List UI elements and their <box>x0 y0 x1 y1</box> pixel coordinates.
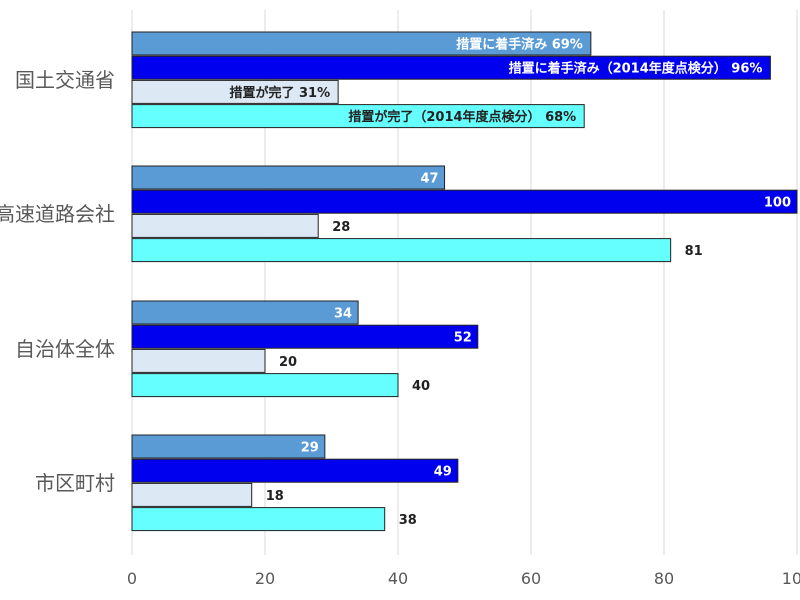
category-label: 市区町村 <box>35 471 115 495</box>
data-label: 20 <box>279 355 297 370</box>
data-label: 49 <box>434 465 452 480</box>
bar-2 <box>131 189 798 214</box>
bar-3 <box>131 482 253 507</box>
data-label: 措置が完了（2014年度点検分） 68% <box>348 109 576 125</box>
data-label: 34 <box>334 307 352 322</box>
data-label: 52 <box>454 331 472 346</box>
data-label: 18 <box>266 489 284 504</box>
data-label: 措置に着手済み（2014年度点検分） 96% <box>509 61 763 77</box>
x-tick-label: 0 <box>127 569 137 588</box>
data-label: 措置に着手済み 69% <box>456 37 583 53</box>
data-label: 38 <box>399 513 417 528</box>
data-label: 29 <box>301 441 319 456</box>
data-label: 40 <box>412 379 430 394</box>
x-tick-label: 100 <box>782 569 800 588</box>
x-tick-label: 60 <box>521 569 541 588</box>
data-label: 措置が完了 31% <box>229 85 330 101</box>
bar-4 <box>131 104 585 129</box>
bar-4 <box>131 507 386 532</box>
bar-2 <box>131 458 459 483</box>
bar-1 <box>131 434 326 459</box>
category-label: 国土交通省 <box>15 68 115 92</box>
bar-2 <box>131 324 479 349</box>
category-label: 自治体全体 <box>15 337 115 361</box>
bar-3 <box>131 79 339 104</box>
data-label: 47 <box>420 172 438 187</box>
x-tick-label: 40 <box>388 569 408 588</box>
x-tick-label: 20 <box>255 569 275 588</box>
x-tick-label: 80 <box>654 569 674 588</box>
bar-2 <box>131 55 771 80</box>
bar-1 <box>131 31 592 56</box>
bar-3 <box>131 213 319 238</box>
bar-4 <box>131 373 399 398</box>
data-label: 28 <box>332 220 350 235</box>
bar-3 <box>131 348 266 373</box>
data-label: 100 <box>764 196 791 211</box>
bar-4 <box>131 238 672 263</box>
category-label: 高速道路会社 <box>0 202 115 226</box>
data-label: 81 <box>685 244 703 259</box>
bar-1 <box>131 165 446 190</box>
bar-1 <box>131 300 359 325</box>
